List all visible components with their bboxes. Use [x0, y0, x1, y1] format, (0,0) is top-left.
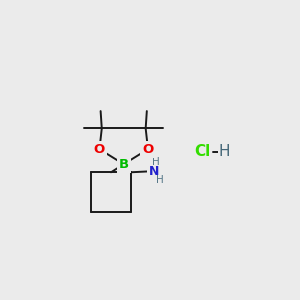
Text: H: H: [218, 144, 230, 159]
Text: N: N: [148, 165, 159, 178]
Text: H: H: [152, 158, 160, 167]
Text: O: O: [94, 143, 105, 156]
Text: H: H: [156, 175, 164, 185]
Text: Cl: Cl: [194, 144, 210, 159]
Text: O: O: [142, 143, 154, 156]
Text: B: B: [119, 158, 129, 171]
